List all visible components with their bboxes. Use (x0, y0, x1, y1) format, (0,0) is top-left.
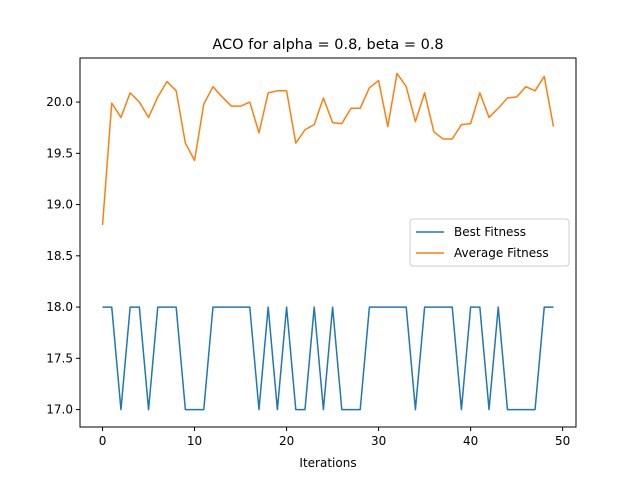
x-tick-label: 0 (99, 434, 107, 448)
legend-label-average-fitness: Average Fitness (454, 246, 549, 260)
legend-label-best-fitness: Best Fitness (454, 225, 526, 239)
plot-frame (79, 57, 577, 428)
y-tick-label: 19.5 (46, 146, 73, 160)
plot-lines (101, 72, 555, 411)
y-axis: 17.0 17.5 18.0 18.5 19.0 19.5 20.0 (46, 95, 80, 417)
y-tick-label: 20.0 (46, 95, 73, 109)
x-axis: 0 10 20 30 40 50 (99, 427, 570, 448)
y-tick-label: 18.5 (46, 249, 73, 263)
y-tick-label: 18.0 (46, 300, 73, 314)
chart-title: ACO for alpha = 0.8, beta = 0.8 (212, 37, 443, 53)
x-axis-label: Iterations (299, 456, 356, 470)
series-line-best-fitness (102, 306, 554, 411)
x-tick-label: 10 (187, 434, 202, 448)
x-tick-label: 40 (463, 434, 478, 448)
legend-box (409, 218, 570, 267)
series-line-average-fitness (101, 72, 555, 226)
y-tick-label: 17.5 (46, 351, 73, 365)
x-tick-label: 30 (371, 434, 386, 448)
x-tick-label: 20 (279, 434, 294, 448)
x-tick-label: 50 (555, 434, 570, 448)
y-tick-label: 19.0 (46, 198, 73, 212)
legend: Best Fitness Average Fitness (409, 218, 570, 267)
y-tick-label: 17.0 (46, 403, 73, 417)
